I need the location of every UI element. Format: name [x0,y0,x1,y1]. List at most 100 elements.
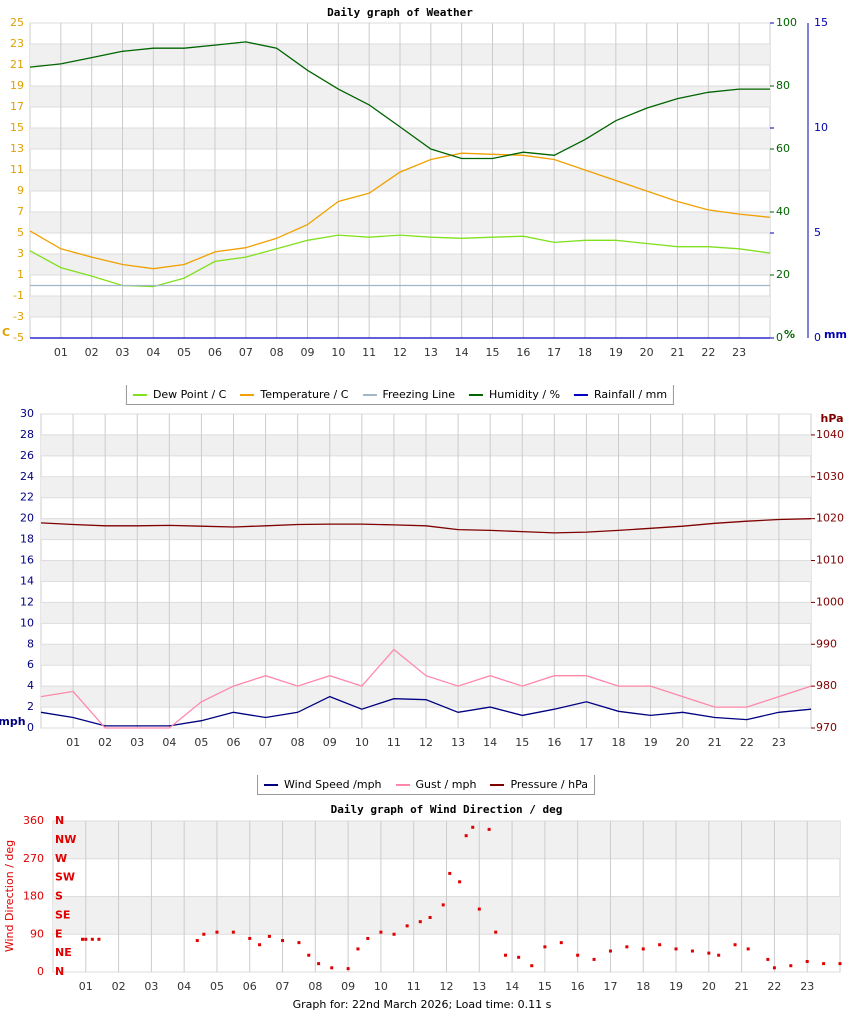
x-tick-label: 13 [451,736,465,749]
series-line [40,518,812,534]
y2-tick-label: 1000 [816,595,844,608]
direction-point [231,930,235,934]
direction-point [405,924,409,928]
y-tick-label: 26 [20,449,34,462]
x-tick-label: 13 [472,980,486,993]
direction-point [838,962,842,966]
direction-point [441,903,445,907]
direction-point [84,937,88,941]
legend-swatch [132,394,147,396]
y-tick-label: -5 [13,331,24,344]
y2-tick-label: 970 [816,721,837,734]
direction-point [202,932,206,936]
chart-title: Daily graph of Wind Direction / deg [331,803,563,816]
y-tick-label: 270 [23,852,44,865]
direction-point [428,915,432,919]
y-tick-label: 18 [20,533,34,546]
y3-tick-label: 15 [814,16,828,29]
x-tick-label: 14 [455,346,469,359]
legend-label: Pressure / hPa [510,778,588,791]
x-tick-label: 16 [516,346,530,359]
x-tick-label: 18 [578,346,592,359]
legend-item: Pressure / hPa [490,778,588,791]
x-tick-label: 04 [177,980,191,993]
x-tick-label: 09 [341,980,355,993]
y-tick-label: 14 [20,574,34,587]
y-tick-label: 360 [23,814,44,827]
y2-axis-label: hPa [820,412,843,425]
legend-item: Dew Point / C [132,388,227,401]
x-tick-label: 13 [424,346,438,359]
y-tick-label: 28 [20,428,34,441]
direction-point [97,937,101,941]
x-tick-label: 14 [483,736,497,749]
y2-tick-label: 1030 [816,470,844,483]
legend-swatch [362,394,377,396]
series-line [40,695,812,727]
direction-point [746,947,750,951]
y-tick-label: 1 [17,268,24,281]
direction-point [477,907,481,911]
x-tick-label: 05 [194,736,208,749]
y-tick-label: 30 [20,407,34,420]
y-tick-label: 3 [17,247,24,260]
y2-tick-label: 1040 [816,428,844,441]
y2-tick-label: 80 [776,79,790,92]
legend: Wind Speed /mph Gust / mph Pressure / hPa [257,775,595,795]
direction-point [717,953,721,957]
direction-point [248,936,252,940]
x-tick-label: 09 [301,346,315,359]
x-tick-label: 23 [800,980,814,993]
direction-point [458,880,462,884]
direction-point [448,871,452,875]
y-tick-label: 6 [27,658,34,671]
x-tick-label: 10 [355,736,369,749]
x-tick-label: 01 [79,980,93,993]
legend-label: Humidity / % [489,388,561,401]
x-tick-label: 14 [505,980,519,993]
direction-point [356,947,360,951]
y3-tick-label: 10 [814,121,828,134]
direction-point [81,937,85,941]
x-tick-label: 17 [603,980,617,993]
y-tick-label: 15 [10,121,24,134]
x-tick-label: 08 [291,736,305,749]
series-line [29,41,770,160]
legend-swatch [574,394,589,396]
y-tick-label: 25 [10,16,24,29]
direction-point [517,955,521,959]
series-line [29,234,771,288]
x-tick-label: 12 [419,736,433,749]
x-tick-label: 22 [767,980,781,993]
direction-point [733,943,737,947]
direction-point [195,939,199,943]
y-tick-label: 0 [37,965,44,978]
direction-point [307,953,311,957]
direction-point [625,945,629,949]
y-tick-label: 17 [10,100,24,113]
legend-swatch [395,784,410,786]
x-tick-label: 15 [538,980,552,993]
legend-label: Dew Point / C [152,388,227,401]
direction-tick-label: NW [55,833,76,846]
direction-tick-label: N [55,814,64,827]
x-tick-label: 05 [210,980,224,993]
x-tick-label: 17 [547,346,561,359]
direction-tick-label: S [55,890,63,903]
x-tick-label: 11 [362,346,376,359]
legend-swatch [469,394,483,396]
direction-point [658,943,662,947]
direction-tick-label: SE [55,908,70,921]
direction-tick-label: W [55,852,67,865]
direction-tick-label: SW [55,871,75,884]
direction-point [772,966,776,970]
y2-tick-label: 40 [776,205,790,218]
legend-label: Wind Speed /mph [284,778,382,791]
y2-tick-label: 980 [816,679,837,692]
x-tick-label: 04 [162,736,176,749]
x-tick-label: 03 [144,980,158,993]
y-tick-label: 19 [10,79,24,92]
direction-point [576,953,580,957]
x-tick-label: 16 [547,736,561,749]
direction-point [330,966,334,970]
